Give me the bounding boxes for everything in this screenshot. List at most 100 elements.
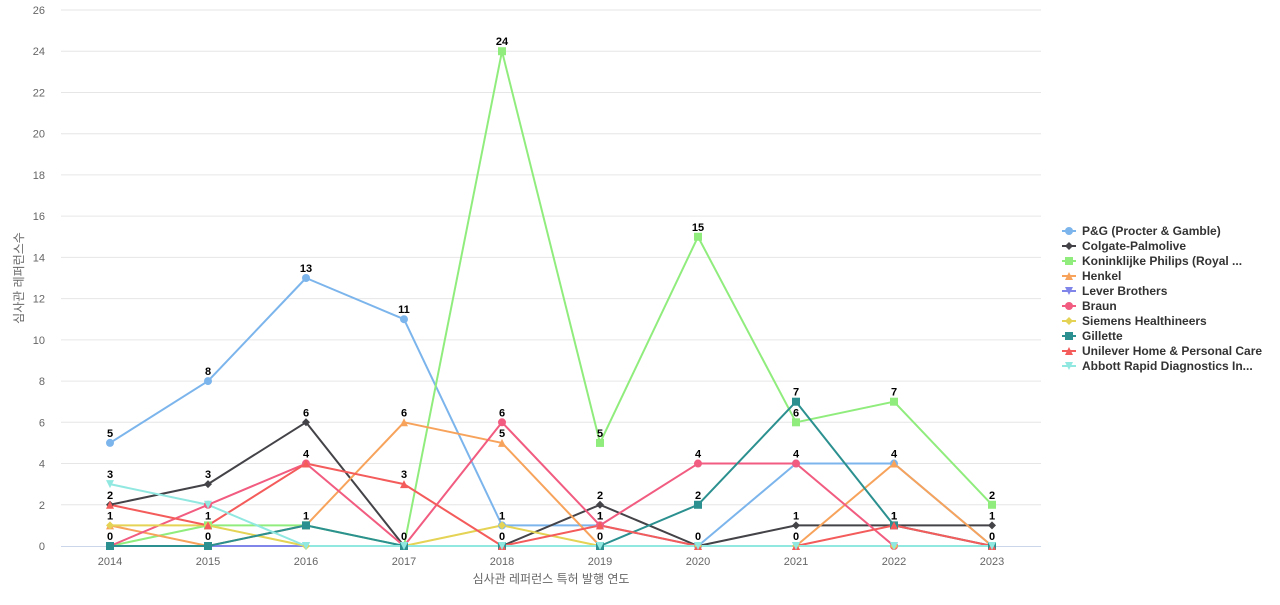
x-axis-ticks: 2014 2015 2016 2017 2018 2019 2020 2021 2022 2023 [98, 556, 1004, 568]
data-label: 0 [401, 531, 407, 543]
legend-item[interactable]: Colgate-Palmolive [1062, 239, 1186, 253]
x-tick-label: 2020 [686, 556, 710, 568]
data-point [694, 232, 702, 241]
legend-item[interactable]: Unilever Home & Personal Care [1062, 344, 1262, 358]
data-label: 2 [695, 490, 701, 502]
y-tick-label: 6 [39, 417, 45, 429]
data-label: 6 [793, 407, 799, 419]
data-point [792, 397, 800, 406]
legend-item[interactable]: Siemens Healthineers [1062, 314, 1207, 328]
data-point [890, 459, 898, 468]
data-point [204, 521, 212, 530]
series-line [109, 421, 993, 547]
data-point [400, 315, 408, 324]
data-point [204, 500, 212, 509]
data-label: 1 [597, 510, 603, 522]
data-point [498, 542, 506, 550]
data-label: 5 [107, 428, 113, 440]
legend[interactable]: P&G (Procter & Gamble)Colgate-PalmoliveK… [1062, 224, 1262, 373]
data-label: 5 [499, 428, 505, 440]
y-axis-title: 심사관 레퍼런스수 [12, 232, 26, 324]
data-label: 7 [891, 387, 897, 399]
data-point [400, 542, 408, 550]
y-tick-label: 18 [33, 170, 45, 182]
x-axis-title: 심사관 레퍼런스 특허 발행 연도 [473, 571, 630, 586]
data-label: 6 [401, 407, 407, 419]
data-point [498, 521, 506, 530]
data-point [302, 274, 310, 282]
x-tick-label: 2014 [98, 556, 122, 568]
y-tick-label: 26 [33, 5, 45, 17]
legend-label: Braun [1082, 299, 1117, 313]
legend-marker [1065, 317, 1073, 325]
legend-marker [1065, 227, 1073, 235]
data-point [792, 542, 800, 550]
data-point [988, 500, 996, 509]
legend-item[interactable]: Gillette [1062, 329, 1123, 343]
data-label: 1 [205, 510, 211, 522]
data-point [106, 480, 114, 489]
data-point [302, 418, 310, 427]
data-label: 24 [496, 36, 509, 48]
data-point [596, 500, 604, 509]
series-lines [109, 50, 993, 547]
data-label: 1 [597, 510, 603, 522]
y-tick-label: 8 [39, 376, 45, 388]
legend-label: P&G (Procter & Gamble) [1082, 224, 1221, 238]
data-label: 13 [300, 263, 312, 275]
data-label: 1 [107, 510, 113, 522]
y-tick-label: 14 [33, 252, 45, 264]
data-label: 4 [303, 449, 310, 461]
data-label: 1 [303, 510, 309, 522]
data-point [694, 500, 702, 509]
legend-marker [1065, 362, 1073, 370]
data-label: 0 [695, 531, 701, 543]
legend-item[interactable]: Koninklijke Philips (Royal ... [1062, 254, 1242, 268]
data-point [204, 377, 212, 386]
data-point [498, 418, 506, 427]
data-point [694, 542, 702, 550]
y-tick-label: 4 [39, 459, 45, 471]
legend-label: Unilever Home & Personal Care [1082, 344, 1262, 358]
legend-label: Siemens Healthineers [1082, 314, 1207, 328]
data-point [596, 438, 604, 447]
data-label: 4 [793, 449, 800, 461]
data-label: 3 [401, 469, 407, 481]
data-point [498, 47, 506, 56]
data-label: 8 [205, 366, 211, 378]
legend-item[interactable]: Braun [1062, 299, 1117, 313]
legend-item[interactable]: P&G (Procter & Gamble) [1062, 224, 1221, 238]
data-point [106, 521, 114, 530]
x-tick-label: 2017 [392, 556, 416, 568]
legend-item[interactable]: Abbott Rapid Diagnostics In... [1062, 359, 1253, 373]
data-label: 0 [793, 531, 799, 543]
data-label: 1 [891, 510, 897, 522]
x-tick-label: 2019 [588, 556, 612, 568]
data-point [302, 521, 310, 530]
legend-label: Colgate-Palmolive [1082, 239, 1186, 253]
data-label: 2 [107, 490, 113, 502]
data-label: 0 [107, 531, 113, 543]
data-label: 0 [597, 531, 603, 543]
y-tick-label: 22 [33, 87, 45, 99]
data-point [792, 459, 800, 468]
data-point [890, 542, 898, 550]
data-label: 7 [793, 387, 799, 399]
legend-label: Gillette [1082, 329, 1123, 343]
data-label: 4 [695, 449, 702, 461]
data-point [106, 542, 114, 550]
data-point [694, 459, 702, 468]
data-label: 0 [205, 531, 211, 543]
legend-marker [1065, 332, 1073, 340]
legend-item[interactable]: Lever Brothers [1062, 284, 1168, 298]
data-label: 1 [499, 510, 505, 522]
legend-item[interactable]: Henkel [1062, 269, 1121, 283]
y-tick-label: 12 [33, 294, 45, 306]
data-label: 2 [597, 490, 603, 502]
data-point [596, 542, 604, 550]
y-tick-label: 24 [33, 46, 45, 58]
x-tick-label: 2023 [980, 556, 1004, 568]
legend-marker [1065, 257, 1073, 265]
series-markers [106, 47, 996, 550]
